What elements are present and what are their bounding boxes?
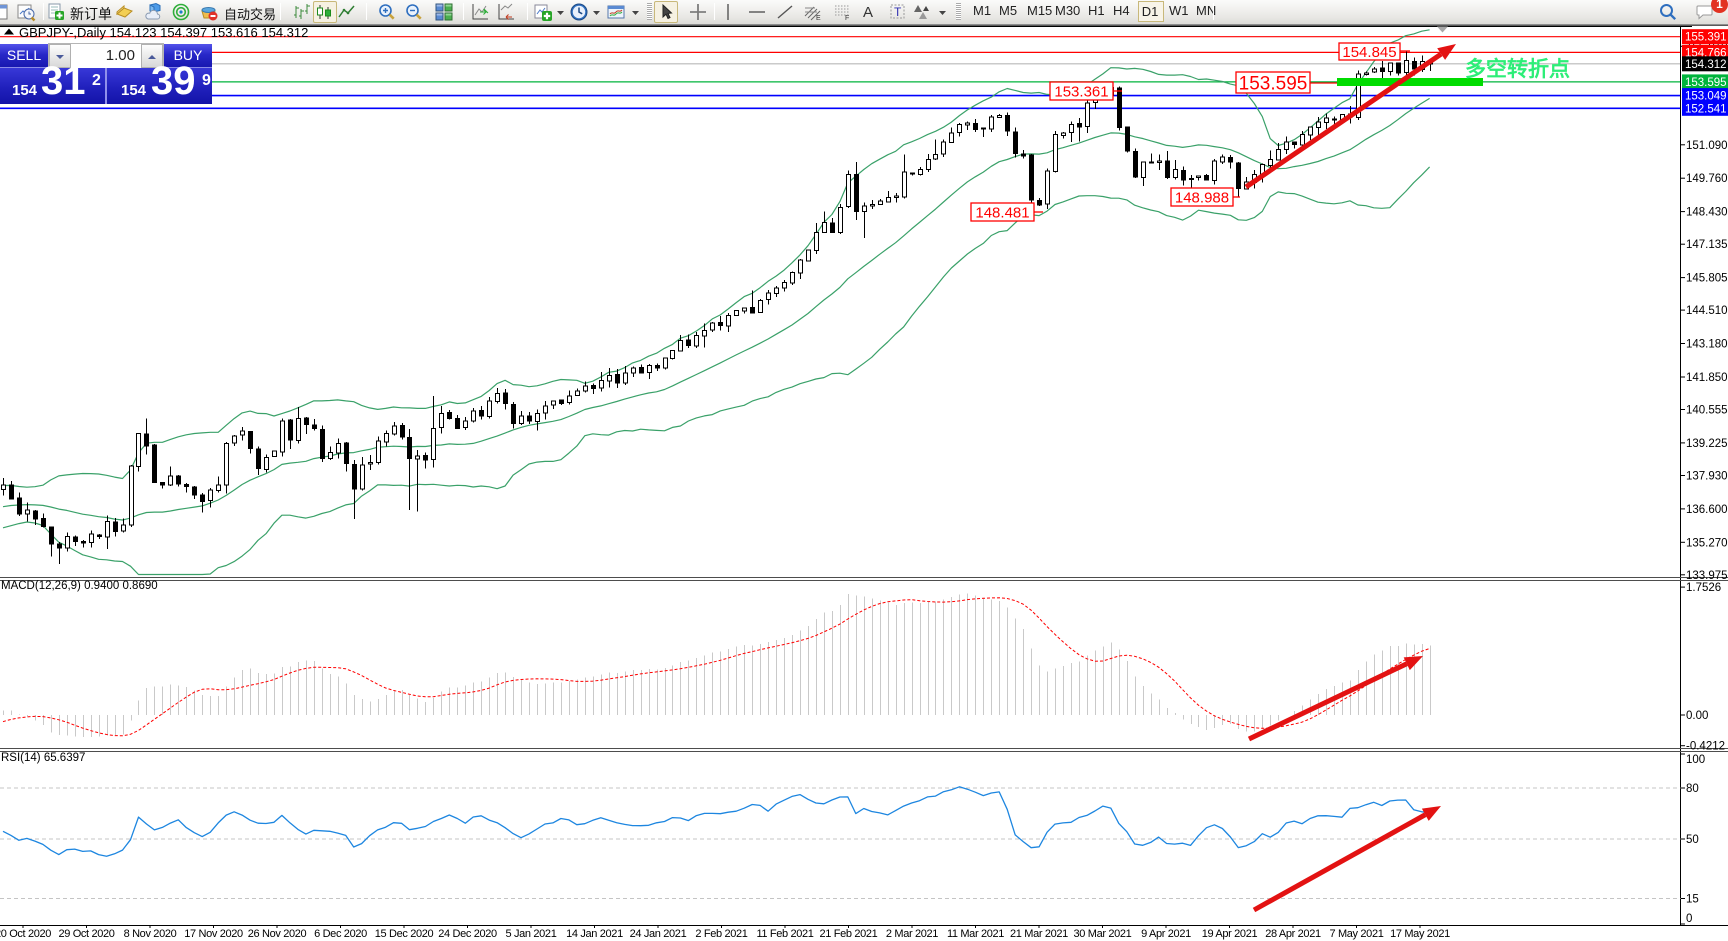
svg-text:153.595: 153.595	[1685, 77, 1727, 89]
svg-text:RSI(14) 65.6397: RSI(14) 65.6397	[1, 752, 85, 764]
svg-text:152.541: 152.541	[1685, 103, 1727, 115]
svg-text:100: 100	[1686, 754, 1705, 766]
svg-text:11 Feb 2021: 11 Feb 2021	[756, 928, 813, 940]
svg-text:A: A	[863, 4, 873, 21]
svg-text:148.988: 148.988	[1175, 189, 1229, 206]
svg-text:148.430: 148.430	[1686, 207, 1728, 219]
svg-text:154.845: 154.845	[1342, 44, 1396, 61]
svg-text:1.7526: 1.7526	[1686, 582, 1721, 594]
svg-text:E: E	[816, 15, 821, 22]
svg-text:17 May 2021: 17 May 2021	[1390, 928, 1450, 940]
svg-text:5 Jan 2021: 5 Jan 2021	[506, 928, 557, 940]
svg-text:6 Dec 2020: 6 Dec 2020	[314, 928, 367, 940]
svg-text:136.600: 136.600	[1686, 504, 1728, 516]
svg-text:0.00: 0.00	[1686, 710, 1708, 722]
svg-text:29 Oct 2020: 29 Oct 2020	[58, 928, 114, 940]
svg-text:19 Apr 2021: 19 Apr 2021	[1202, 928, 1258, 940]
svg-text:F: F	[845, 15, 849, 22]
svg-text:141.850: 141.850	[1686, 372, 1728, 384]
svg-text:140.555: 140.555	[1686, 405, 1728, 417]
svg-text:144.510: 144.510	[1686, 305, 1728, 317]
svg-text:153.049: 153.049	[1685, 91, 1727, 103]
svg-text:2 Mar 2021: 2 Mar 2021	[886, 928, 938, 940]
svg-text:14 Jan 2021: 14 Jan 2021	[566, 928, 623, 940]
svg-text:21 Feb 2021: 21 Feb 2021	[820, 928, 878, 940]
svg-text:135.270: 135.270	[1686, 537, 1728, 549]
svg-text:133.975: 133.975	[1686, 570, 1728, 582]
svg-text:155.391: 155.391	[1685, 32, 1727, 44]
svg-text:30 Mar 2021: 30 Mar 2021	[1074, 928, 1132, 940]
svg-text:2 Feb 2021: 2 Feb 2021	[695, 928, 747, 940]
svg-text:9 Apr 2021: 9 Apr 2021	[1141, 928, 1191, 940]
svg-text:GBPJPY-,Daily 154.123 154.397: GBPJPY-,Daily 154.123 154.397 153.616 15…	[19, 26, 308, 40]
svg-text:多空转折点: 多空转折点	[1465, 57, 1570, 81]
svg-text:143.180: 143.180	[1686, 339, 1728, 351]
svg-text:147.135: 147.135	[1686, 239, 1728, 251]
svg-text:T: T	[894, 5, 902, 19]
svg-text:26 Nov 2020: 26 Nov 2020	[248, 928, 307, 940]
svg-text:-0.4212: -0.4212	[1686, 741, 1725, 753]
svg-text:24 Jan 2021: 24 Jan 2021	[630, 928, 687, 940]
svg-text:8 Nov 2020: 8 Nov 2020	[124, 928, 177, 940]
svg-text:50: 50	[1686, 834, 1699, 846]
svg-text:145.805: 145.805	[1686, 273, 1728, 285]
svg-text:153.595: 153.595	[1239, 73, 1308, 94]
svg-text:0: 0	[1686, 913, 1692, 925]
svg-text:24 Dec 2020: 24 Dec 2020	[438, 928, 497, 940]
svg-text:137.930: 137.930	[1686, 471, 1728, 483]
svg-text:17 Nov 2020: 17 Nov 2020	[184, 928, 243, 940]
svg-text:20 Oct 2020: 20 Oct 2020	[0, 928, 51, 940]
svg-text:148.481: 148.481	[975, 204, 1029, 221]
svg-text:21 Mar 2021: 21 Mar 2021	[1010, 928, 1068, 940]
svg-text:153.361: 153.361	[1054, 83, 1108, 100]
svg-text:154.312: 154.312	[1685, 59, 1727, 71]
svg-text:11 Mar 2021: 11 Mar 2021	[947, 928, 1004, 940]
svg-text:139.225: 139.225	[1686, 438, 1728, 450]
svg-text:80: 80	[1686, 783, 1699, 795]
svg-text:MACD(12,26,9) 0.9400 0.8690: MACD(12,26,9) 0.9400 0.8690	[1, 580, 158, 592]
svg-text:151.090: 151.090	[1686, 140, 1728, 152]
svg-text:15 Dec 2020: 15 Dec 2020	[375, 928, 434, 940]
svg-text:15: 15	[1686, 894, 1699, 906]
svg-text:149.760: 149.760	[1686, 173, 1728, 185]
svg-text:28 Apr 2021: 28 Apr 2021	[1265, 928, 1321, 940]
svg-text:7 May 2021: 7 May 2021	[1330, 928, 1384, 940]
